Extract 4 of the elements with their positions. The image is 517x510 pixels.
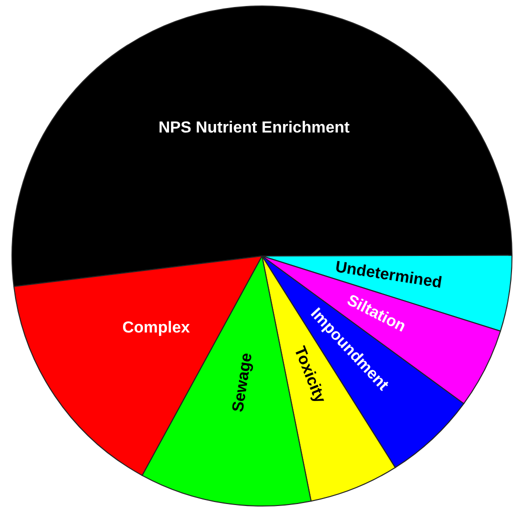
slice-label: Complex [122, 319, 190, 336]
slice-label: NPS Nutrient Enrichment [158, 120, 350, 137]
slice-label: Sewage [230, 352, 256, 414]
slice-label: Undetermined [334, 258, 443, 292]
